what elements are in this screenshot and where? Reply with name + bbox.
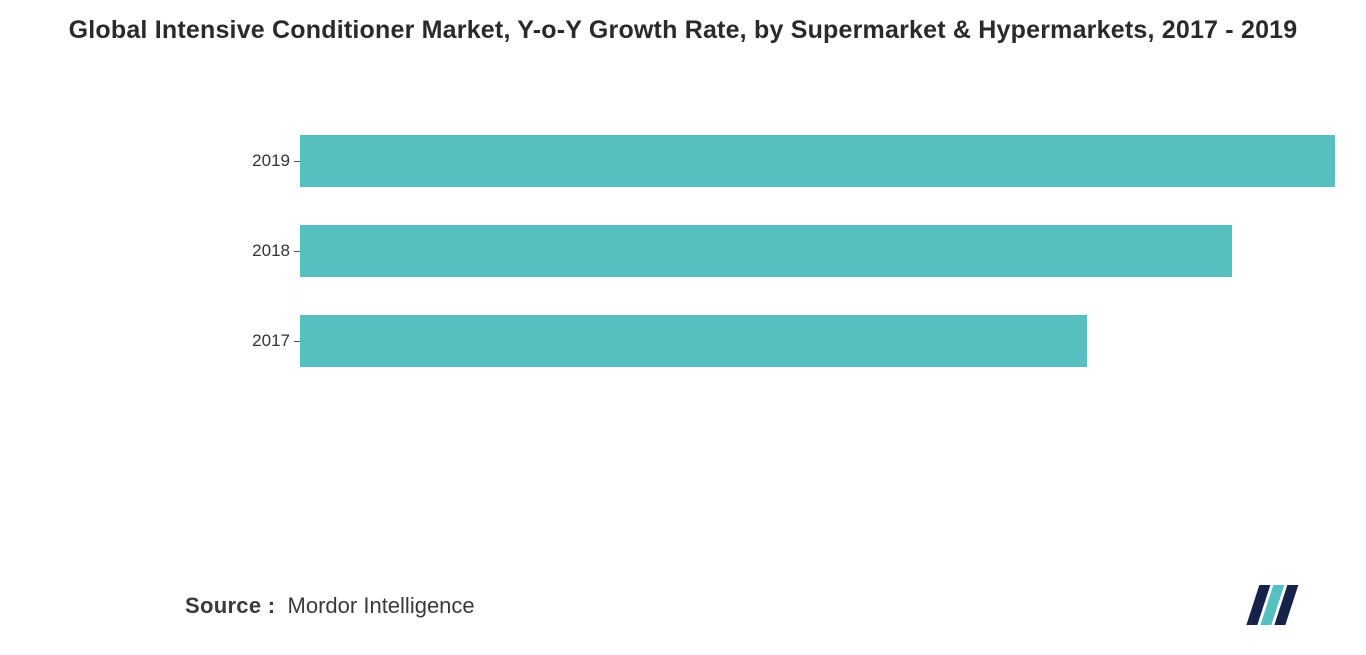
source-value: Mordor Intelligence [288, 593, 475, 618]
plot-area: 2019 2018 2017 [300, 115, 1335, 435]
bar [300, 225, 1232, 277]
brand-logo [1242, 583, 1306, 627]
source-label: Source : [185, 593, 275, 618]
mordor-logo-icon [1242, 583, 1306, 627]
y-axis-label: 2019 [240, 151, 290, 171]
chart-title: Global Intensive Conditioner Market, Y-o… [0, 14, 1366, 48]
bar-row: 2018 [300, 225, 1335, 277]
bar-row: 2017 [300, 315, 1335, 367]
bar [300, 315, 1087, 367]
y-axis-label: 2017 [240, 331, 290, 351]
source-line: Source : Mordor Intelligence [185, 593, 475, 619]
bar-row: 2019 [300, 135, 1335, 187]
chart-canvas: Global Intensive Conditioner Market, Y-o… [0, 0, 1366, 655]
bar [300, 135, 1335, 187]
y-axis-label: 2018 [240, 241, 290, 261]
